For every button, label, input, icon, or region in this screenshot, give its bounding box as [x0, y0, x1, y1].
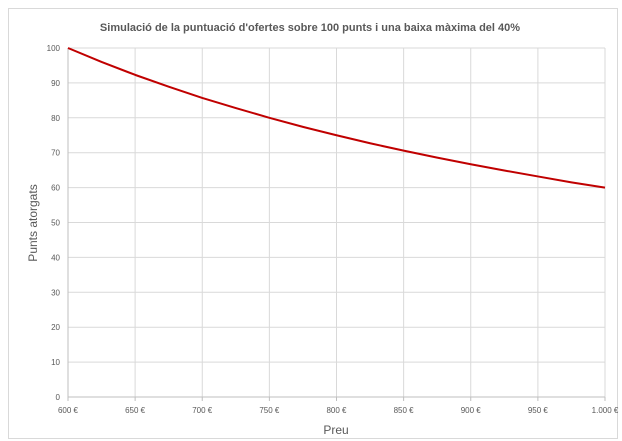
grid-lines — [68, 47, 606, 397]
x-tick-label: 600 € — [58, 406, 79, 415]
series-line — [67, 47, 606, 189]
x-tick-label: 700 € — [192, 406, 213, 415]
axes — [67, 48, 606, 401]
chart-title: Simulació de la puntuació d'ofertes sobr… — [100, 22, 520, 34]
x-tick-label: 900 € — [461, 406, 482, 415]
y-tick-label: 90 — [51, 79, 60, 88]
y-tick-label: 30 — [51, 288, 60, 297]
y-axis-title: Punts atorgats — [26, 184, 40, 261]
x-tick-label: 800 € — [326, 406, 347, 415]
y-tick-label: 20 — [51, 323, 60, 332]
y-tick-label: 0 — [56, 393, 61, 402]
series-layer — [67, 47, 606, 189]
x-tick-label: 650 € — [125, 406, 146, 415]
y-tick-label: 80 — [51, 114, 60, 123]
y-tick-label: 40 — [51, 253, 60, 262]
x-axis-tick-labels: 600 € 650 € 700 € 750 € 800 € 850 € 900 € 950 €… — [58, 406, 619, 415]
y-axis-tick-labels: 0 10 20 30 40 50 60 70 80 90 100 — [47, 44, 61, 402]
y-tick-label: 50 — [51, 219, 60, 228]
x-tick-label: 750 € — [259, 406, 280, 415]
y-tick-label: 60 — [51, 184, 60, 193]
y-tick-label: 70 — [51, 149, 60, 158]
x-tick-label: 950 € — [528, 406, 549, 415]
x-axis-title: Preu — [323, 423, 348, 437]
y-tick-label: 100 — [47, 44, 61, 53]
y-tick-label: 10 — [51, 358, 60, 367]
x-tick-label: 1.000 € — [592, 406, 619, 415]
x-tick-label: 850 € — [394, 406, 415, 415]
chart-frame — [8, 8, 618, 439]
